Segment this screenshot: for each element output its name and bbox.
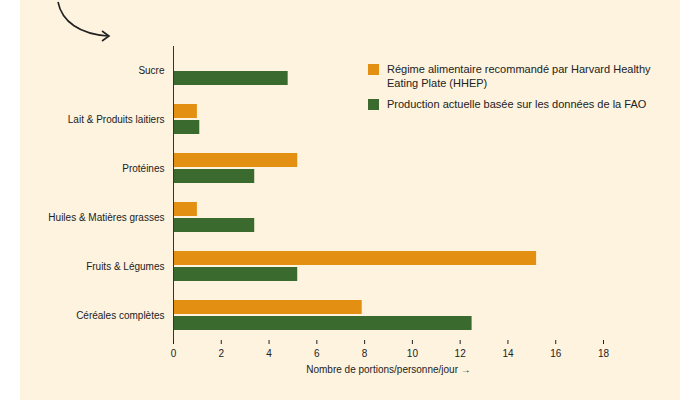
svg-text:Lait & Produits laitiers: Lait & Produits laitiers	[68, 114, 165, 125]
svg-text:0: 0	[171, 348, 177, 359]
svg-text:Nombre de portions/personne/jo: Nombre de portions/personne/jour →	[306, 364, 471, 375]
svg-text:10: 10	[407, 348, 419, 359]
svg-text:Protéines: Protéines	[122, 163, 164, 174]
svg-text:Fruits & Légumes: Fruits & Légumes	[86, 261, 164, 272]
svg-text:14: 14	[502, 348, 514, 359]
svg-text:8: 8	[362, 348, 368, 359]
svg-text:Sucre: Sucre	[138, 65, 165, 76]
svg-text:Céréales complètes: Céréales complètes	[76, 310, 164, 321]
svg-text:6: 6	[314, 348, 320, 359]
svg-text:12: 12	[455, 348, 467, 359]
svg-text:2: 2	[218, 348, 224, 359]
html-text:Régime alimentaire recommandé: Régime alimentaire recommandé par Harvar…	[387, 63, 651, 90]
svg-text:16: 16	[550, 348, 562, 359]
svg-text:4: 4	[266, 348, 272, 359]
svg-text:18: 18	[598, 348, 610, 359]
svg-text:Huiles & Matières grasses: Huiles & Matières grasses	[48, 212, 164, 223]
html-text:Production actuelle basée sur: Production actuelle basée sur les donnée…	[387, 97, 647, 110]
